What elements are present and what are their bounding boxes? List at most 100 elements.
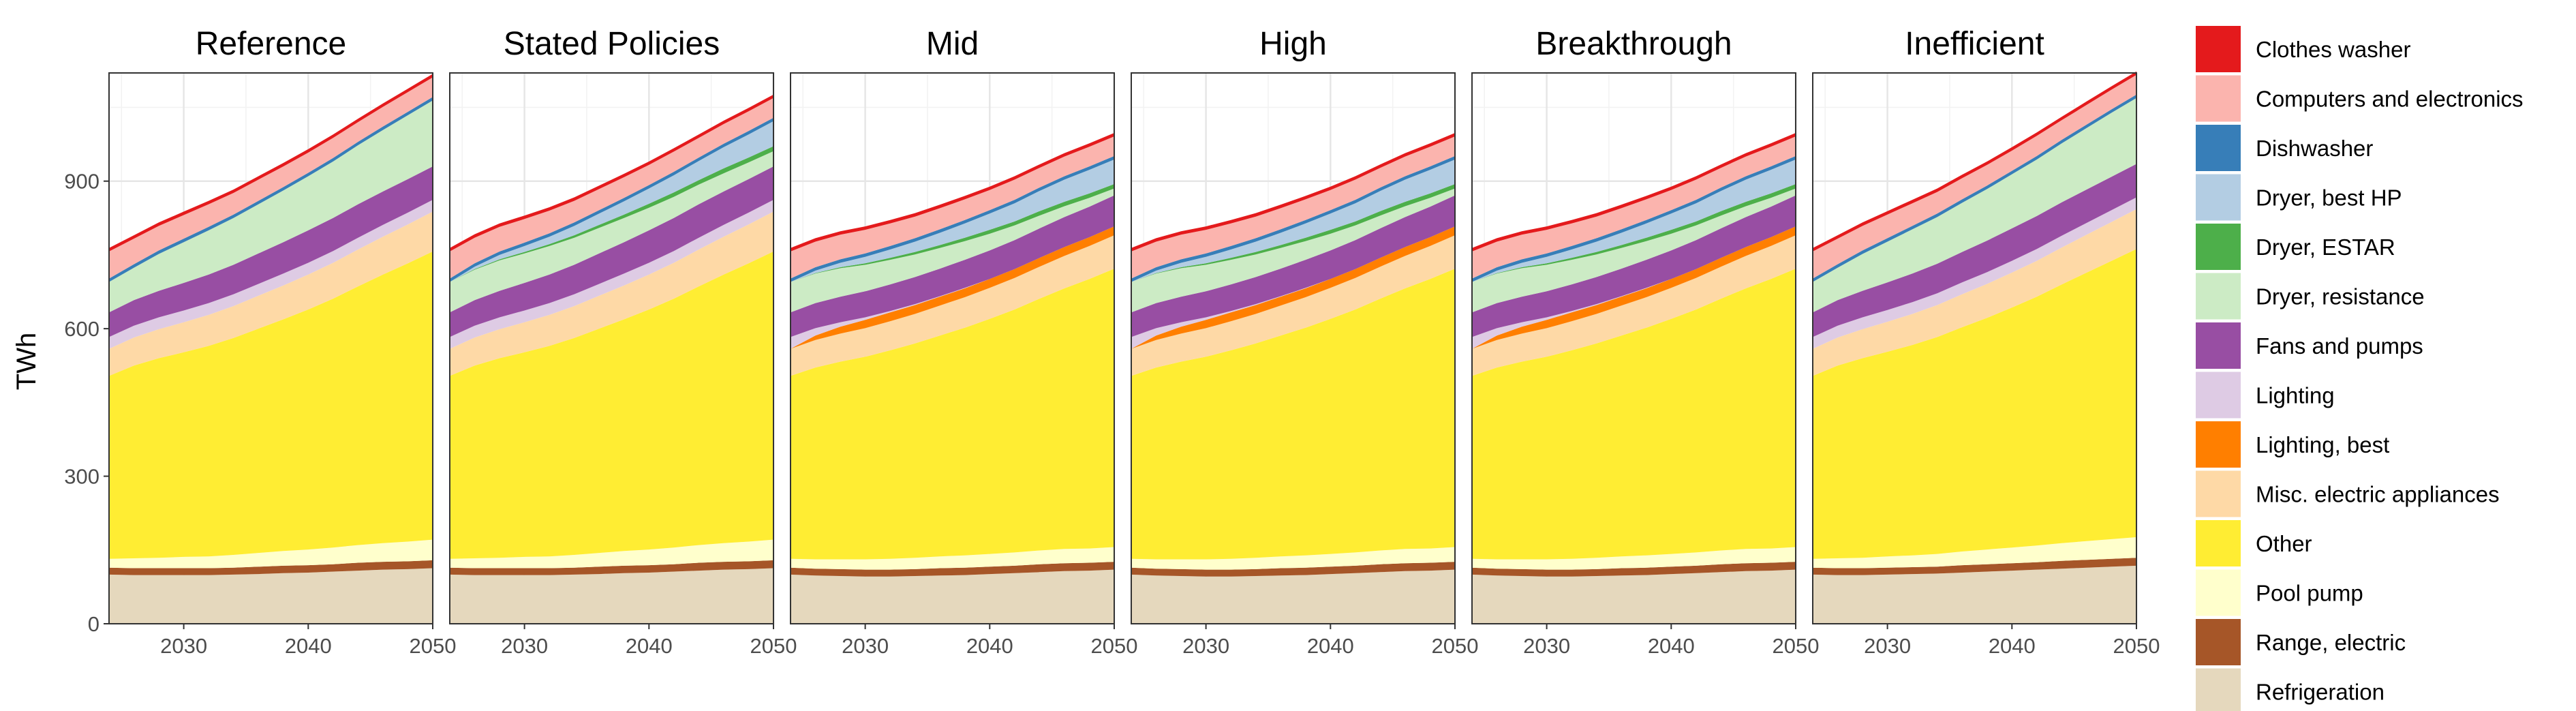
area-pool-pump — [1472, 547, 1796, 570]
area-other — [1813, 249, 2136, 559]
legend-key — [2196, 224, 2241, 270]
panel-border — [1812, 72, 2137, 624]
x-tick-label: 2050 — [750, 634, 797, 658]
area-lighting — [1813, 197, 2136, 349]
area-dryer-resistance — [1472, 188, 1796, 313]
legend-label: Lighting — [2256, 383, 2335, 408]
area-misc-electric-appliances — [791, 235, 1114, 376]
panel-title: Mid — [926, 26, 979, 62]
legend-item-dryer-estar: Dryer, ESTAR — [2196, 224, 2395, 270]
y-tick-label: 900 — [64, 170, 99, 194]
area-dishwasher — [1813, 94, 2136, 282]
area-computers-and-electronics — [109, 77, 433, 279]
legend-key — [2196, 322, 2241, 369]
panel-inefficient: Inefficient 2030 2040 2050 — [1812, 26, 2160, 658]
area-computers-and-electronics — [1813, 74, 2136, 279]
area-dryer-resistance — [109, 100, 433, 313]
legend-label: Pool pump — [2256, 581, 2363, 606]
legend-item-lighting: Lighting — [2196, 372, 2335, 419]
area-dryer-best-hp — [1131, 160, 1455, 282]
x-tick-label: 2050 — [1773, 634, 1820, 658]
area-refrigeration — [1813, 565, 2136, 624]
x-tick-label: 2040 — [1307, 634, 1354, 658]
legend-item-clothes-washer: Clothes washer — [2196, 26, 2410, 72]
legend-key — [2196, 125, 2241, 171]
x-tick-label: 2050 — [1432, 634, 1479, 658]
panel-breakthrough: Breakthrough 2030 2040 2050 — [1471, 26, 1820, 658]
area-other — [1131, 269, 1455, 560]
y-tick-label: 600 — [64, 317, 99, 341]
area-clothes-washer — [109, 74, 433, 252]
area-fans-and-pumps — [1813, 164, 2136, 337]
area-range-electric — [791, 562, 1114, 577]
x-tick-label: 2040 — [285, 634, 332, 658]
legend-label: Misc. electric appliances — [2256, 482, 2500, 507]
area-misc-electric-appliances — [1472, 235, 1796, 376]
legend-key — [2196, 421, 2241, 468]
legend-key — [2196, 372, 2241, 419]
x-tick-label: 2040 — [1989, 634, 2036, 658]
area-lighting — [109, 200, 433, 349]
area-refrigeration — [791, 569, 1114, 624]
panels: Reference 2030 2040 2050 0 300 600 900 Stated Po… — [64, 26, 2160, 658]
panel-title: Stated Policies — [504, 26, 720, 62]
area-dryer-best-hp — [450, 121, 773, 282]
legend-label: Dryer, ESTAR — [2256, 235, 2395, 260]
area-misc-electric-appliances — [450, 211, 773, 376]
y-tick-label: 0 — [88, 612, 99, 636]
area-dryer-resistance — [1813, 97, 2136, 313]
legend-item-lighting-best: Lighting, best — [2196, 421, 2389, 468]
legend: Clothes washer Computers and electronics D… — [2196, 26, 2524, 711]
x-tick-label: 2030 — [842, 634, 889, 658]
legend-item-dishwasher: Dishwasher — [2196, 125, 2373, 171]
area-pool-pump — [1131, 547, 1455, 570]
area-clothes-washer — [1813, 71, 2136, 252]
area-fans-and-pumps — [450, 166, 773, 337]
panel-border — [1471, 72, 1796, 624]
panel-high: High 2030 2040 2050 — [1131, 26, 1478, 658]
panel-title: Reference — [196, 26, 346, 62]
area-range-electric — [1472, 562, 1796, 577]
x-tick-label: 2030 — [1182, 634, 1229, 658]
legend-item-computers-and-electronics: Computers and electronics — [2196, 75, 2524, 122]
area-misc-electric-appliances — [109, 211, 433, 376]
x-tick-label: 2050 — [1091, 634, 1138, 658]
x-tick-label: 2030 — [160, 634, 207, 658]
area-fans-and-pumps — [109, 166, 433, 337]
area-pool-pump — [109, 539, 433, 569]
legend-item-dryer-resistance: Dryer, resistance — [2196, 273, 2425, 320]
panel-border — [108, 72, 433, 624]
area-dryer-resistance — [791, 188, 1114, 313]
x-tick-label: 2050 — [410, 634, 457, 658]
area-dryer-best-hp — [1472, 160, 1796, 282]
area-fans-and-pumps — [1472, 195, 1796, 337]
y-axis-title: TWh — [12, 333, 42, 390]
area-misc-electric-appliances — [1813, 209, 2136, 376]
area-computers-and-electronics — [450, 97, 773, 279]
x-tick-label: 2030 — [1523, 634, 1570, 658]
legend-label: Clothes washer — [2256, 37, 2410, 62]
area-computers-and-electronics — [1131, 136, 1455, 279]
panel-title: High — [1259, 26, 1327, 62]
area-range-electric — [1131, 562, 1455, 577]
x-tick-label: 2030 — [501, 634, 548, 658]
x-tick-label: 2030 — [1864, 634, 1911, 658]
legend-key — [2196, 619, 2241, 665]
legend-key — [2196, 75, 2241, 122]
legend-item-refrigeration: Refrigeration — [2196, 668, 2385, 711]
area-pool-pump — [791, 547, 1114, 570]
legend-label: Lighting, best — [2256, 432, 2389, 457]
legend-key — [2196, 470, 2241, 517]
area-refrigeration — [450, 568, 773, 624]
area-other — [791, 269, 1114, 560]
area-computers-and-electronics — [791, 136, 1114, 279]
legend-item-misc-electric-appliances: Misc. electric appliances — [2196, 470, 2500, 517]
area-range-electric — [1813, 558, 2136, 575]
area-dishwasher — [109, 97, 433, 282]
legend-label: Range, electric — [2256, 630, 2406, 655]
x-tick-label: 2040 — [1648, 634, 1695, 658]
panel-border — [1131, 72, 1456, 624]
area-dryer-resistance — [1131, 188, 1455, 313]
legend-key — [2196, 520, 2241, 566]
legend-key — [2196, 569, 2241, 616]
